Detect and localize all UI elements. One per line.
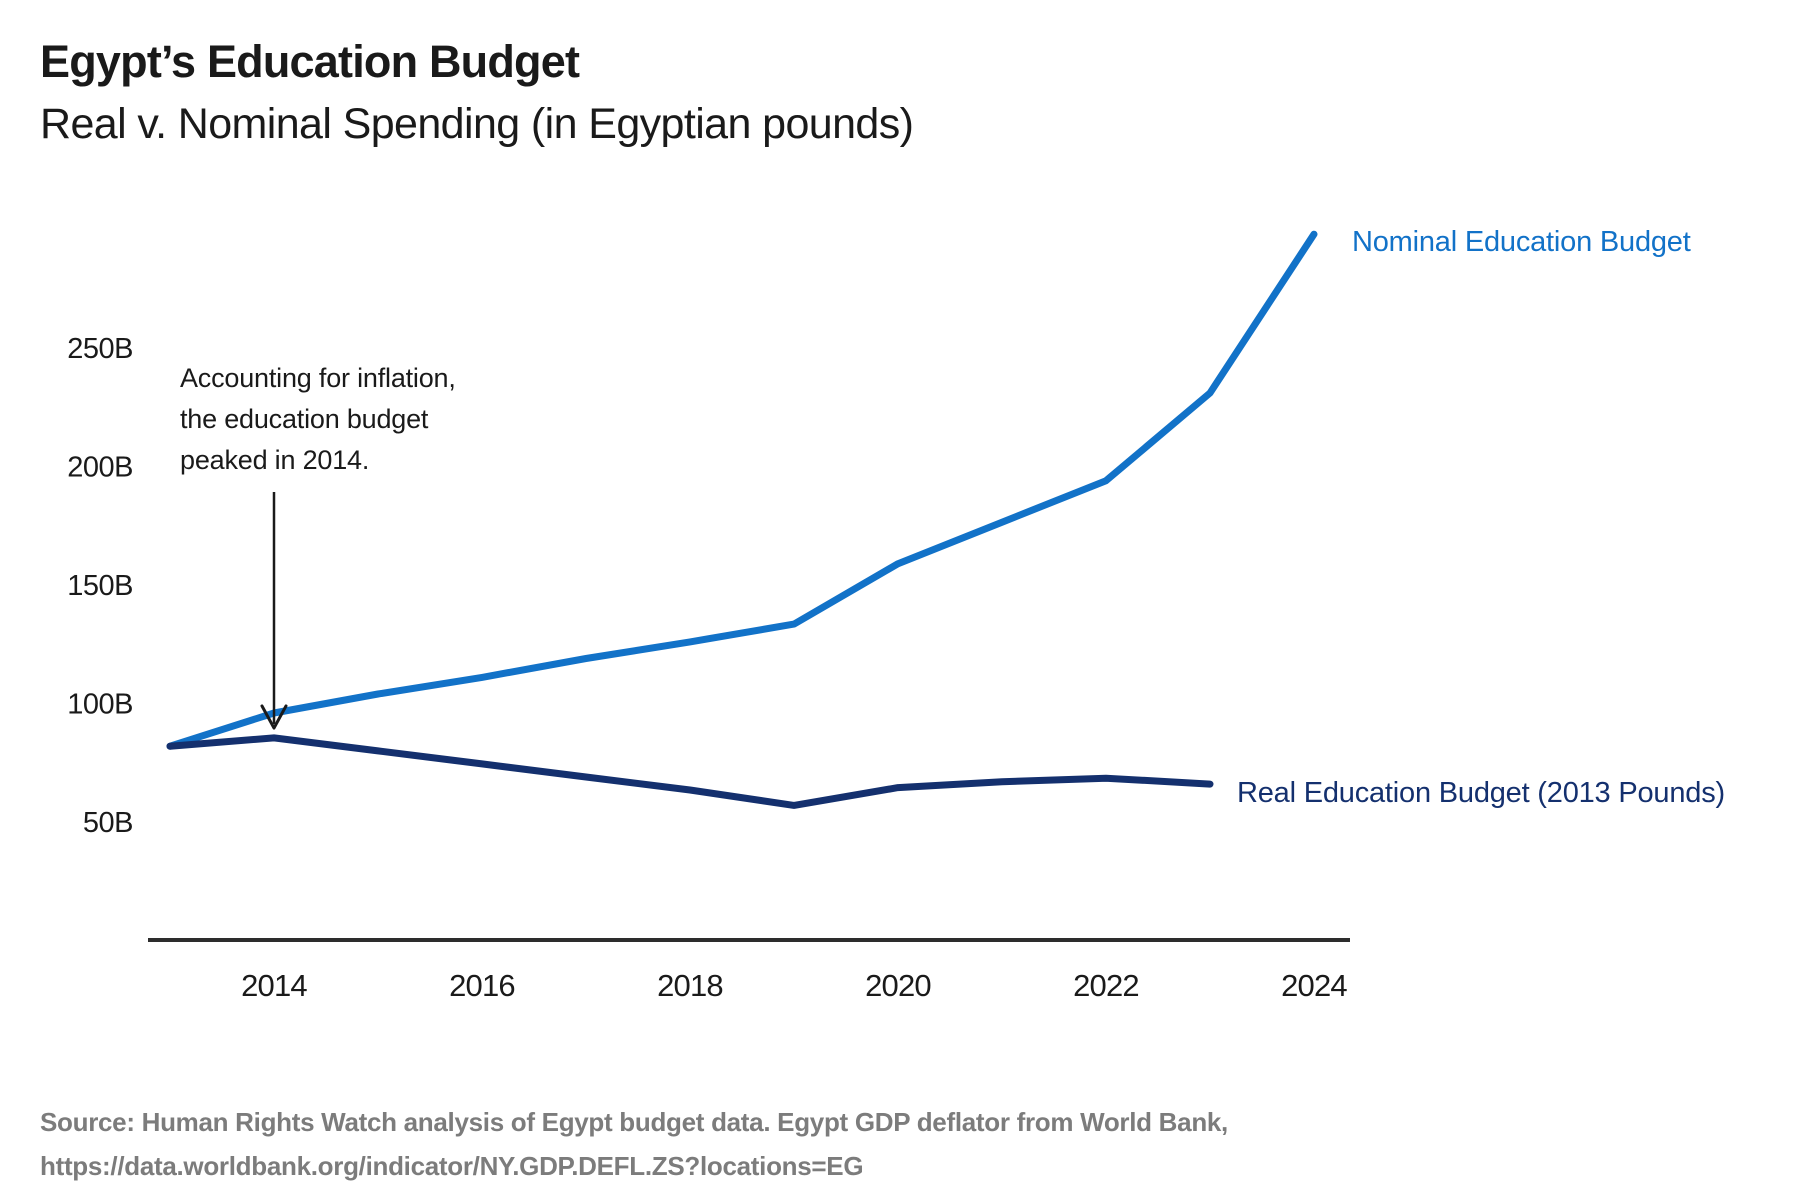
annotation-line: peaked in 2014.: [180, 445, 370, 475]
source-note: Source: Human Rights Watch analysis of E…: [40, 1100, 1228, 1188]
real-line: [166, 734, 1214, 809]
x-tick-label: 2014: [241, 968, 307, 1003]
chart-title: Egypt’s Education Budget: [40, 36, 580, 87]
y-tick-label: 50B: [83, 807, 133, 839]
x-tick-label: 2022: [1073, 968, 1139, 1003]
source-line: Source: Human Rights Watch analysis of E…: [40, 1107, 1228, 1137]
y-tick-label: 150B: [67, 570, 133, 602]
x-tick-label: 2020: [865, 968, 931, 1003]
annotation-arrow-head: [260, 704, 288, 730]
x-tick-label: 2016: [449, 968, 515, 1003]
y-tick-label: 100B: [67, 689, 133, 721]
y-tick-label: 250B: [67, 333, 133, 365]
real-series-label: Real Education Budget (2013 Pounds): [1237, 777, 1725, 809]
annotation-text: Accounting for inflation, the education …: [180, 358, 456, 481]
annotation-line: the education budget: [180, 404, 429, 434]
x-tick-label: 2024: [1281, 968, 1347, 1003]
chart-subtitle: Real v. Nominal Spending (in Egyptian po…: [40, 100, 914, 148]
nominal-line: [166, 230, 1318, 750]
annotation-line: Accounting for inflation,: [180, 363, 456, 393]
x-tick-label: 2018: [657, 968, 723, 1003]
source-line: https://data.worldbank.org/indicator/NY.…: [40, 1151, 864, 1181]
nominal-series-label: Nominal Education Budget: [1352, 226, 1691, 258]
y-tick-label: 200B: [67, 452, 133, 484]
